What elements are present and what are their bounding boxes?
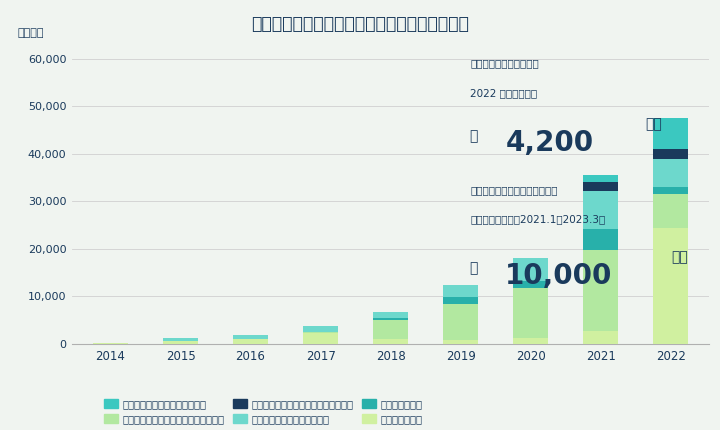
Bar <box>373 318 408 320</box>
Bar <box>583 175 618 182</box>
Bar <box>373 339 408 344</box>
Bar <box>653 194 688 227</box>
Bar <box>583 182 618 191</box>
Text: 10,000: 10,000 <box>505 261 613 289</box>
Bar <box>163 338 198 341</box>
Text: 2022 年国内調達額: 2022 年国内調達額 <box>470 88 537 98</box>
Text: 約: 約 <box>470 261 484 276</box>
Bar <box>513 258 548 281</box>
Text: 約: 約 <box>470 129 484 143</box>
Legend: トランジション・ファイナンス, サスティナビリティ・リンク・ローン, サスティナビリティ・リンク・ボンド, サスティナビリティ・ボンド, グリーンローン, グリ: トランジション・ファイナンス, サスティナビリティ・リンク・ローン, サスティナ… <box>104 399 423 424</box>
Text: 脱炭素等の環境関連投資による資金調達の推移: 脱炭素等の環境関連投資による資金調達の推移 <box>251 15 469 33</box>
Bar <box>653 149 688 159</box>
Bar <box>653 227 688 344</box>
Bar <box>233 339 268 344</box>
Bar <box>513 289 548 338</box>
Bar <box>93 343 128 344</box>
Text: 億円: 億円 <box>671 250 688 264</box>
Bar <box>163 341 198 344</box>
Bar <box>443 340 478 344</box>
Bar <box>443 297 478 304</box>
Text: 累計国内調達額（2021.1〜2023.3）: 累計国内調達額（2021.1〜2023.3） <box>470 215 606 224</box>
Bar <box>303 332 338 344</box>
Bar <box>583 229 618 250</box>
Bar <box>653 118 688 149</box>
Bar <box>583 331 618 344</box>
Text: （億円）: （億円） <box>18 28 45 38</box>
Bar <box>443 304 478 340</box>
Bar <box>653 187 688 194</box>
Bar <box>373 312 408 318</box>
Bar <box>373 320 408 339</box>
Text: 4,200: 4,200 <box>505 129 593 157</box>
Bar <box>583 250 618 331</box>
Text: トランジション・ファイナンス: トランジション・ファイナンス <box>470 185 558 195</box>
Bar <box>653 159 688 187</box>
Text: 億円: 億円 <box>646 117 662 131</box>
Bar <box>443 285 478 297</box>
Bar <box>233 335 268 339</box>
Text: トランジション・ボンド: トランジション・ボンド <box>470 58 539 68</box>
Bar <box>513 281 548 289</box>
Bar <box>303 326 338 332</box>
Bar <box>583 191 618 229</box>
Bar <box>513 338 548 344</box>
